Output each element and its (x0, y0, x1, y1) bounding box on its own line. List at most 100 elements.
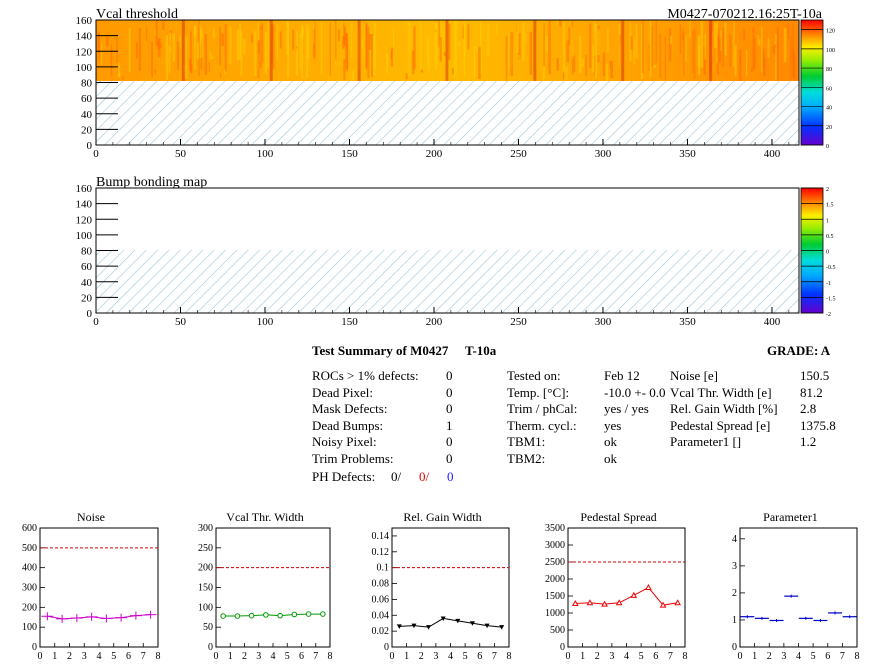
map-noise (211, 56, 214, 59)
map-noise (172, 33, 175, 62)
data-point (601, 600, 608, 607)
map-noise (683, 32, 685, 76)
map-noise (703, 46, 707, 76)
map-noise (783, 26, 787, 63)
map-noise (236, 29, 240, 61)
x-tick-label: 4 (448, 651, 453, 662)
y-tick-label: 80 (81, 246, 93, 258)
colorbar-tick-label: -1 (826, 281, 831, 287)
map-noise (664, 36, 667, 80)
x-tick-label: 0 (93, 316, 99, 328)
map-noise (169, 29, 172, 33)
x-tick-label: 8 (328, 651, 333, 662)
param-value: 1.2 (800, 434, 817, 449)
test-label: TBM2: (507, 450, 546, 466)
x-tick-label: 8 (683, 651, 688, 662)
map2-title: Bump bonding map (96, 175, 207, 190)
defect-label: Dead Pixel: (312, 384, 374, 400)
map-noise (505, 36, 508, 81)
map-noise (342, 36, 345, 49)
map-noise (257, 41, 260, 79)
map-noise (757, 34, 759, 46)
map-noise (700, 21, 704, 68)
map-noise (774, 44, 777, 47)
map-noise (478, 46, 481, 80)
map-noise (177, 41, 180, 71)
map-noise (743, 29, 746, 41)
x-tick-label: 5 (811, 651, 816, 662)
summary-title: Test Summary of M0427 (312, 343, 449, 358)
data-point (499, 625, 505, 630)
map-noise (724, 22, 727, 56)
colorbar-tick-label: 20 (826, 125, 832, 131)
y-tick-label: 160 (76, 183, 93, 195)
map-noise (337, 41, 341, 65)
map-noise (122, 75, 125, 80)
ph-defects-v1: 0/ (391, 469, 402, 484)
map-noise (190, 31, 192, 74)
summary-temp-label: T-10a (465, 343, 497, 358)
map-noise (257, 39, 260, 55)
data-point (645, 583, 652, 590)
y-tick-label: 500 (550, 625, 565, 636)
test-label: Temp. [°C]: (507, 384, 570, 400)
param-label: Parameter1 [] (670, 434, 742, 449)
x-tick-label: 3 (256, 651, 261, 662)
map-noise (165, 35, 169, 80)
x-tick-label: 2 (242, 651, 247, 662)
map2-colorbar-ticks: -2 -1.5 -1 -0.5 0 0.5 1 1.5 2 (801, 187, 836, 318)
map-noise (100, 42, 103, 65)
data-point (586, 599, 594, 606)
map-noise (439, 37, 442, 62)
y-tick-label: 160 (76, 15, 93, 27)
map-noise (199, 24, 201, 45)
y-tick-label: 200 (198, 563, 213, 574)
y-tick-label: 0 (208, 642, 213, 653)
map-noise (190, 64, 193, 73)
map-noise (106, 36, 109, 47)
colorbar-tick-label: 1.5 (826, 203, 834, 209)
plot-frame (739, 527, 858, 648)
data-point (484, 623, 490, 629)
x-tick-label: 150 (341, 148, 358, 160)
map-noise (154, 69, 156, 75)
map-noise (784, 25, 787, 28)
map-noise (618, 23, 621, 67)
colorbar-tick-label: 2 (826, 187, 829, 193)
plot-title: Noise (77, 510, 105, 524)
map-noise (463, 23, 466, 58)
plot-title: Rel. Gain Width (403, 510, 481, 524)
map-noise (279, 31, 282, 49)
y-tick-label: 1 (732, 615, 737, 626)
y-tick-label: 250 (198, 543, 213, 554)
vcal-threshold-map: Vcal threshold M0427-070212.16:25T-10a 0… (76, 7, 836, 160)
map-noise (593, 21, 596, 57)
defect-label: Dead Bumps: (312, 417, 384, 433)
map-noise (609, 61, 611, 69)
map-noise (787, 22, 790, 40)
map-noise (653, 64, 657, 68)
map-noise (473, 45, 476, 78)
map-noise (343, 26, 347, 47)
y-tick-label: 100 (76, 230, 93, 242)
data-point (263, 612, 269, 618)
test-value: ok (604, 450, 617, 466)
x-tick-label: 0 (93, 148, 99, 160)
map-noise (98, 32, 100, 61)
colorbar-tick-label: -2 (826, 312, 831, 318)
module-id: M0427-070212.16:25T-10a (667, 7, 822, 22)
x-tick-label: 6 (825, 651, 830, 662)
map-noise (367, 26, 370, 79)
map-noise (542, 66, 546, 80)
x-tick-label: 0 (738, 651, 743, 662)
y-tick-label: 20 (81, 124, 93, 136)
map-noise (745, 49, 748, 77)
map-noise (467, 24, 470, 50)
map-noise (635, 23, 638, 59)
data-point (396, 624, 402, 629)
map-noise (155, 20, 158, 46)
map1-noise-texture (97, 20, 801, 81)
x-tick-label: 300 (595, 316, 612, 328)
data-point (234, 613, 241, 619)
